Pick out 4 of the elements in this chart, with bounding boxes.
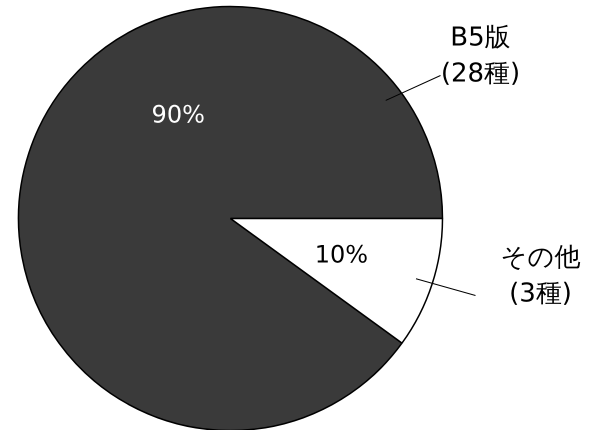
data-label: 90% — [152, 100, 205, 128]
slice-label: その他 (3種) — [500, 242, 580, 308]
slice-label: B5版 (28種) — [440, 22, 520, 88]
data-label: 10% — [314, 240, 368, 269]
